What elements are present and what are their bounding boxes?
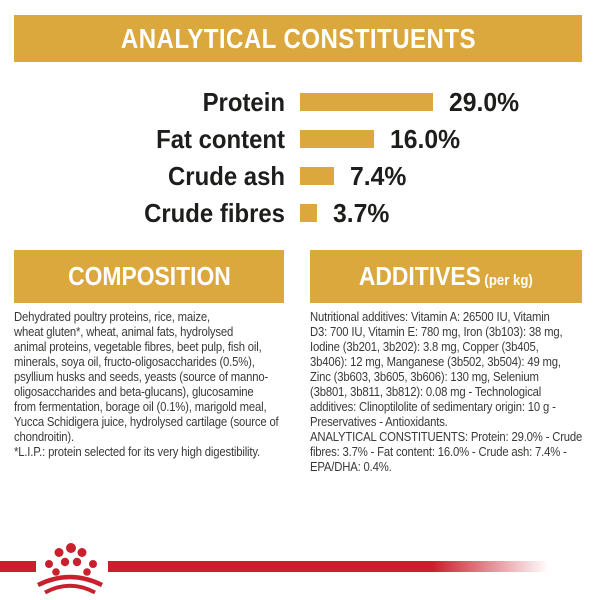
- chart-category-label: Crude ash: [168, 160, 285, 191]
- chart-bar: [300, 204, 318, 222]
- chart-value-label: 29.0%: [449, 86, 520, 117]
- chart-row: Protein 29.0%: [0, 86, 600, 117]
- chart-category-label: Crude fibres: [144, 197, 285, 228]
- chart-value-label: 3.7%: [333, 197, 390, 228]
- additives-title: ADDITIVES (per kg): [359, 261, 533, 292]
- chart-category-label: Protein: [202, 86, 285, 117]
- additives-title-main: ADDITIVES: [359, 261, 482, 291]
- red-stripe-right: [108, 561, 558, 572]
- chart-category-label: Fat content: [156, 123, 285, 154]
- additives-title-suffix: (per kg): [484, 272, 533, 289]
- composition-footnote: *L.I.P.: protein selected for its very h…: [14, 444, 260, 459]
- analytical-constituents-banner: ANALYTICAL CONSTITUENTS: [14, 15, 582, 62]
- composition-header: COMPOSITION: [14, 250, 284, 303]
- composition-text-block: Dehydrated poultry proteins, rice, maize…: [14, 309, 327, 459]
- composition-body: Dehydrated poultry proteins, rice, maize…: [14, 309, 279, 444]
- additives-analytical-summary: ANALYTICAL CONSTITUENTS: Protein: 29.0% …: [310, 429, 583, 474]
- analytical-constituents-chart: Protein 29.0% Fat content 16.0% Crude ash 7.4…: [0, 86, 600, 236]
- chart-value-label: 7.4%: [350, 160, 407, 191]
- banner-title: ANALYTICAL CONSTITUENTS: [120, 22, 476, 54]
- chart-row: Crude fibres 3.7%: [0, 197, 600, 228]
- chart-bar: [300, 93, 434, 111]
- red-stripe-left: [0, 561, 36, 572]
- additives-body: Nutritional additives: Vitamin A: 26500 …: [310, 309, 563, 429]
- royal-canin-crown-logo: [36, 543, 104, 595]
- chart-bar: [300, 167, 335, 185]
- chart-bar: [300, 130, 374, 148]
- composition-title: COMPOSITION: [67, 261, 231, 291]
- additives-text-block: Nutritional additives: Vitamin A: 26500 …: [310, 309, 600, 474]
- additives-header: ADDITIVES (per kg): [310, 250, 582, 303]
- chart-row: Crude ash 7.4%: [0, 160, 600, 191]
- chart-row: Fat content 16.0%: [0, 123, 600, 154]
- chart-value-label: 16.0%: [389, 123, 460, 154]
